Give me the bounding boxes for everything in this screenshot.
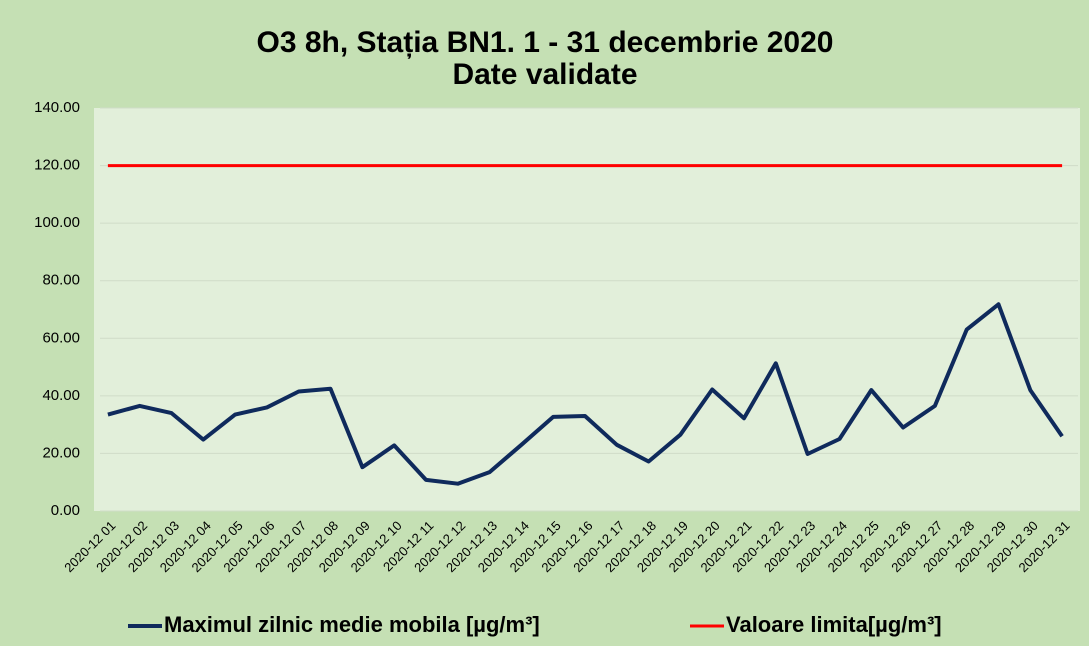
legend-label: Valoare limita[µg/m³]: [726, 612, 942, 637]
y-tick-label: 140.00: [34, 99, 80, 116]
y-tick-label: 0.00: [51, 502, 80, 519]
y-tick-label: 100.00: [34, 214, 80, 231]
plot-area: [94, 108, 1080, 511]
y-tick-label: 120.00: [34, 157, 80, 174]
chart-title: O3 8h, Stația BN1. 1 - 31 decembrie 2020: [257, 26, 834, 59]
legend-label: Maximul zilnic medie mobila [µg/m³]: [164, 612, 540, 637]
y-tick-label: 20.00: [42, 444, 80, 461]
y-tick-label: 80.00: [42, 272, 80, 289]
chart-subtitle: Date validate: [452, 58, 637, 91]
y-tick-label: 60.00: [42, 329, 80, 346]
y-tick-label: 40.00: [42, 387, 80, 404]
line-series: [107, 302, 1064, 486]
